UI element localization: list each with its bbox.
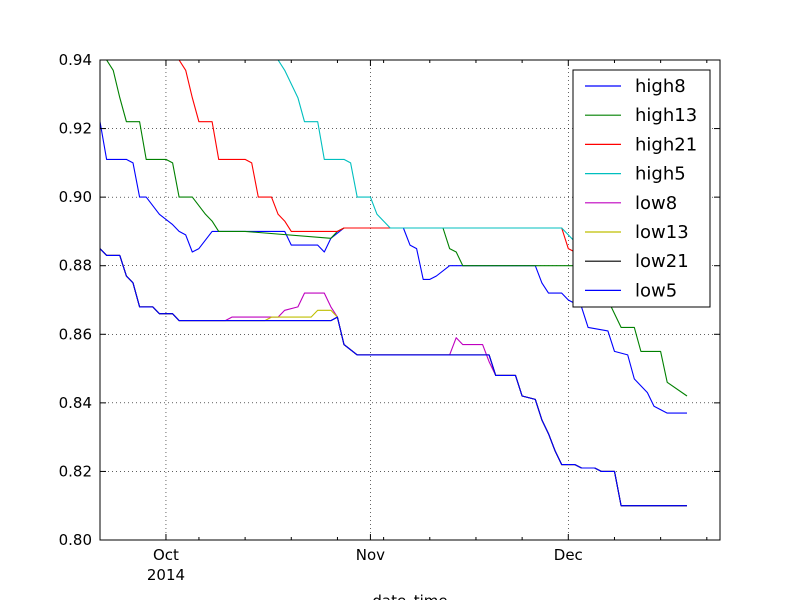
- series-line-high5: [277, 60, 687, 267]
- legend-label-low8: low8: [635, 193, 677, 214]
- legend-label-high5: high5: [635, 164, 686, 185]
- plot-frame: [99, 59, 721, 541]
- x-axis-label: date_time: [372, 592, 447, 600]
- legend-frame: [572, 69, 711, 308]
- y-tick-label: 0.90: [59, 188, 92, 206]
- x-tick-label: Dec: [554, 546, 583, 564]
- x-tick-label: Nov: [356, 546, 385, 564]
- y-tick-label: 0.94: [59, 51, 92, 69]
- x-tick-label: Oct: [153, 546, 179, 564]
- legend-label-low5: low5: [635, 280, 677, 301]
- axis-ticks: 0.80 0.82 0.84 0.86 0.88 0.90 0.92 0.94 Oct 2014 N…: [59, 51, 720, 584]
- y-tick-label: 0.80: [59, 531, 92, 549]
- legend-label-low13: low13: [635, 222, 689, 243]
- y-tick-label: 0.92: [59, 120, 92, 138]
- legend: high8 high13 high21 high5 low8 low13 low21 low5: [572, 69, 711, 308]
- y-tick-label: 0.86: [59, 325, 92, 343]
- y-tick-label: 0.84: [59, 394, 92, 412]
- y-tick-label: 0.88: [59, 257, 92, 275]
- series-line-low5: [100, 248, 687, 507]
- y-tick-label: 0.82: [59, 462, 92, 480]
- legend-label-high13: high13: [635, 105, 697, 126]
- legend-label-high8: high8: [635, 76, 686, 97]
- legend-label-low21: low21: [635, 251, 689, 272]
- legend-label-high21: high21: [635, 134, 697, 155]
- x-tick-sublabel: 2014: [147, 566, 185, 584]
